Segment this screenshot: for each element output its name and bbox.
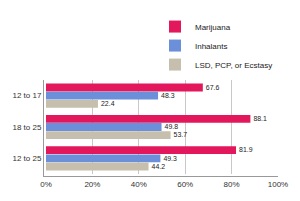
svg-text:12 to 25: 12 to 25 (12, 154, 41, 163)
svg-text:40%: 40% (131, 180, 147, 189)
svg-text:49.3: 49.3 (163, 155, 177, 162)
svg-text:53.7: 53.7 (174, 131, 188, 138)
svg-text:LSD, PCP, or Ecstasy: LSD, PCP, or Ecstasy (195, 61, 272, 70)
svg-text:80%: 80% (224, 180, 240, 189)
svg-text:0%: 0% (40, 180, 52, 189)
svg-text:81.9: 81.9 (239, 146, 253, 153)
svg-text:100%: 100% (268, 180, 288, 189)
svg-text:Inhalants: Inhalants (195, 42, 227, 51)
svg-text:67.6: 67.6 (206, 84, 220, 91)
svg-text:48.3: 48.3 (161, 92, 175, 99)
svg-text:20%: 20% (84, 180, 100, 189)
svg-text:Marijuana: Marijuana (195, 23, 231, 32)
svg-text:22.4: 22.4 (101, 100, 115, 107)
svg-text:44.2: 44.2 (152, 163, 166, 170)
svg-text:88.1: 88.1 (253, 115, 267, 122)
svg-text:49.8: 49.8 (165, 123, 179, 130)
svg-text:60%: 60% (177, 180, 193, 189)
svg-text:18 to 25: 18 to 25 (12, 123, 41, 132)
svg-text:12 to 17: 12 to 17 (12, 91, 41, 100)
